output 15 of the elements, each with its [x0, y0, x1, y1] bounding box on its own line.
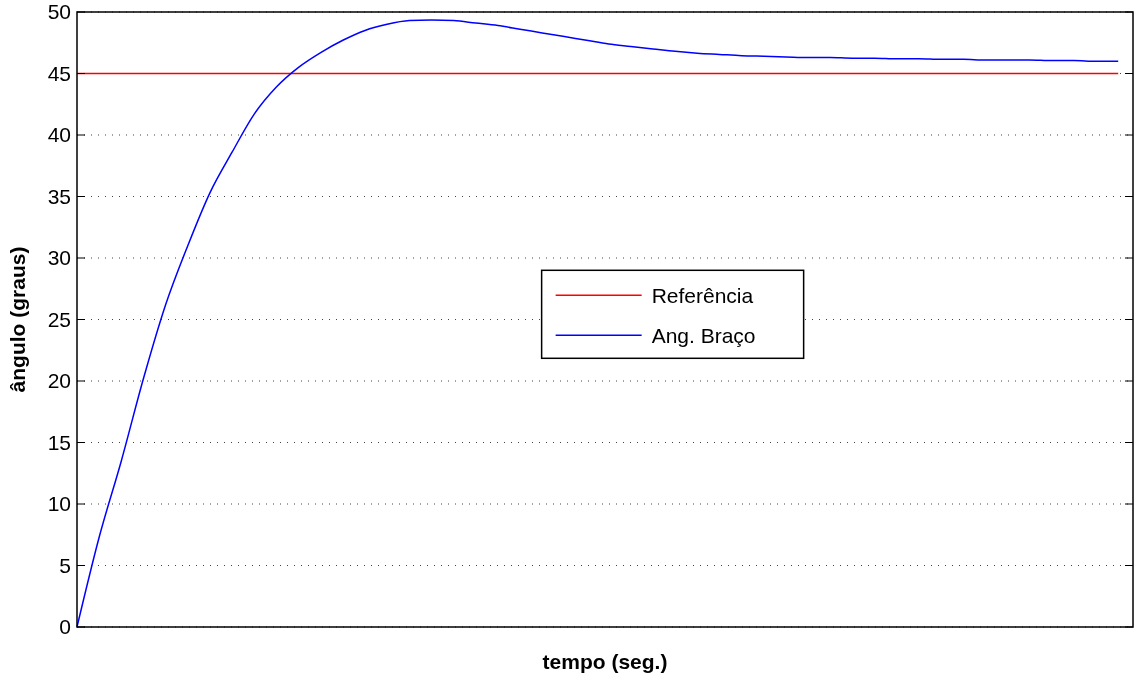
y-tick-label: 45 [47, 61, 71, 85]
y-tick-label: 15 [47, 430, 71, 454]
legend-label: Ang. Braço [651, 323, 756, 347]
y-tick-label: 0 [59, 615, 71, 639]
y-tick-label: 25 [47, 307, 71, 331]
legend-label: Referência [651, 283, 754, 307]
y-tick-label: 5 [59, 553, 71, 577]
y-tick-label: 10 [47, 492, 71, 516]
y-axis-title: ângulo (graus) [6, 246, 29, 393]
y-tick-label: 50 [47, 0, 71, 24]
y-tick-label: 20 [47, 369, 71, 393]
x-axis-title: tempo (seg.) [542, 650, 668, 673]
y-tick-label: 35 [47, 184, 71, 208]
y-tick-label: 30 [47, 246, 71, 270]
y-tick-label: 40 [47, 123, 71, 147]
